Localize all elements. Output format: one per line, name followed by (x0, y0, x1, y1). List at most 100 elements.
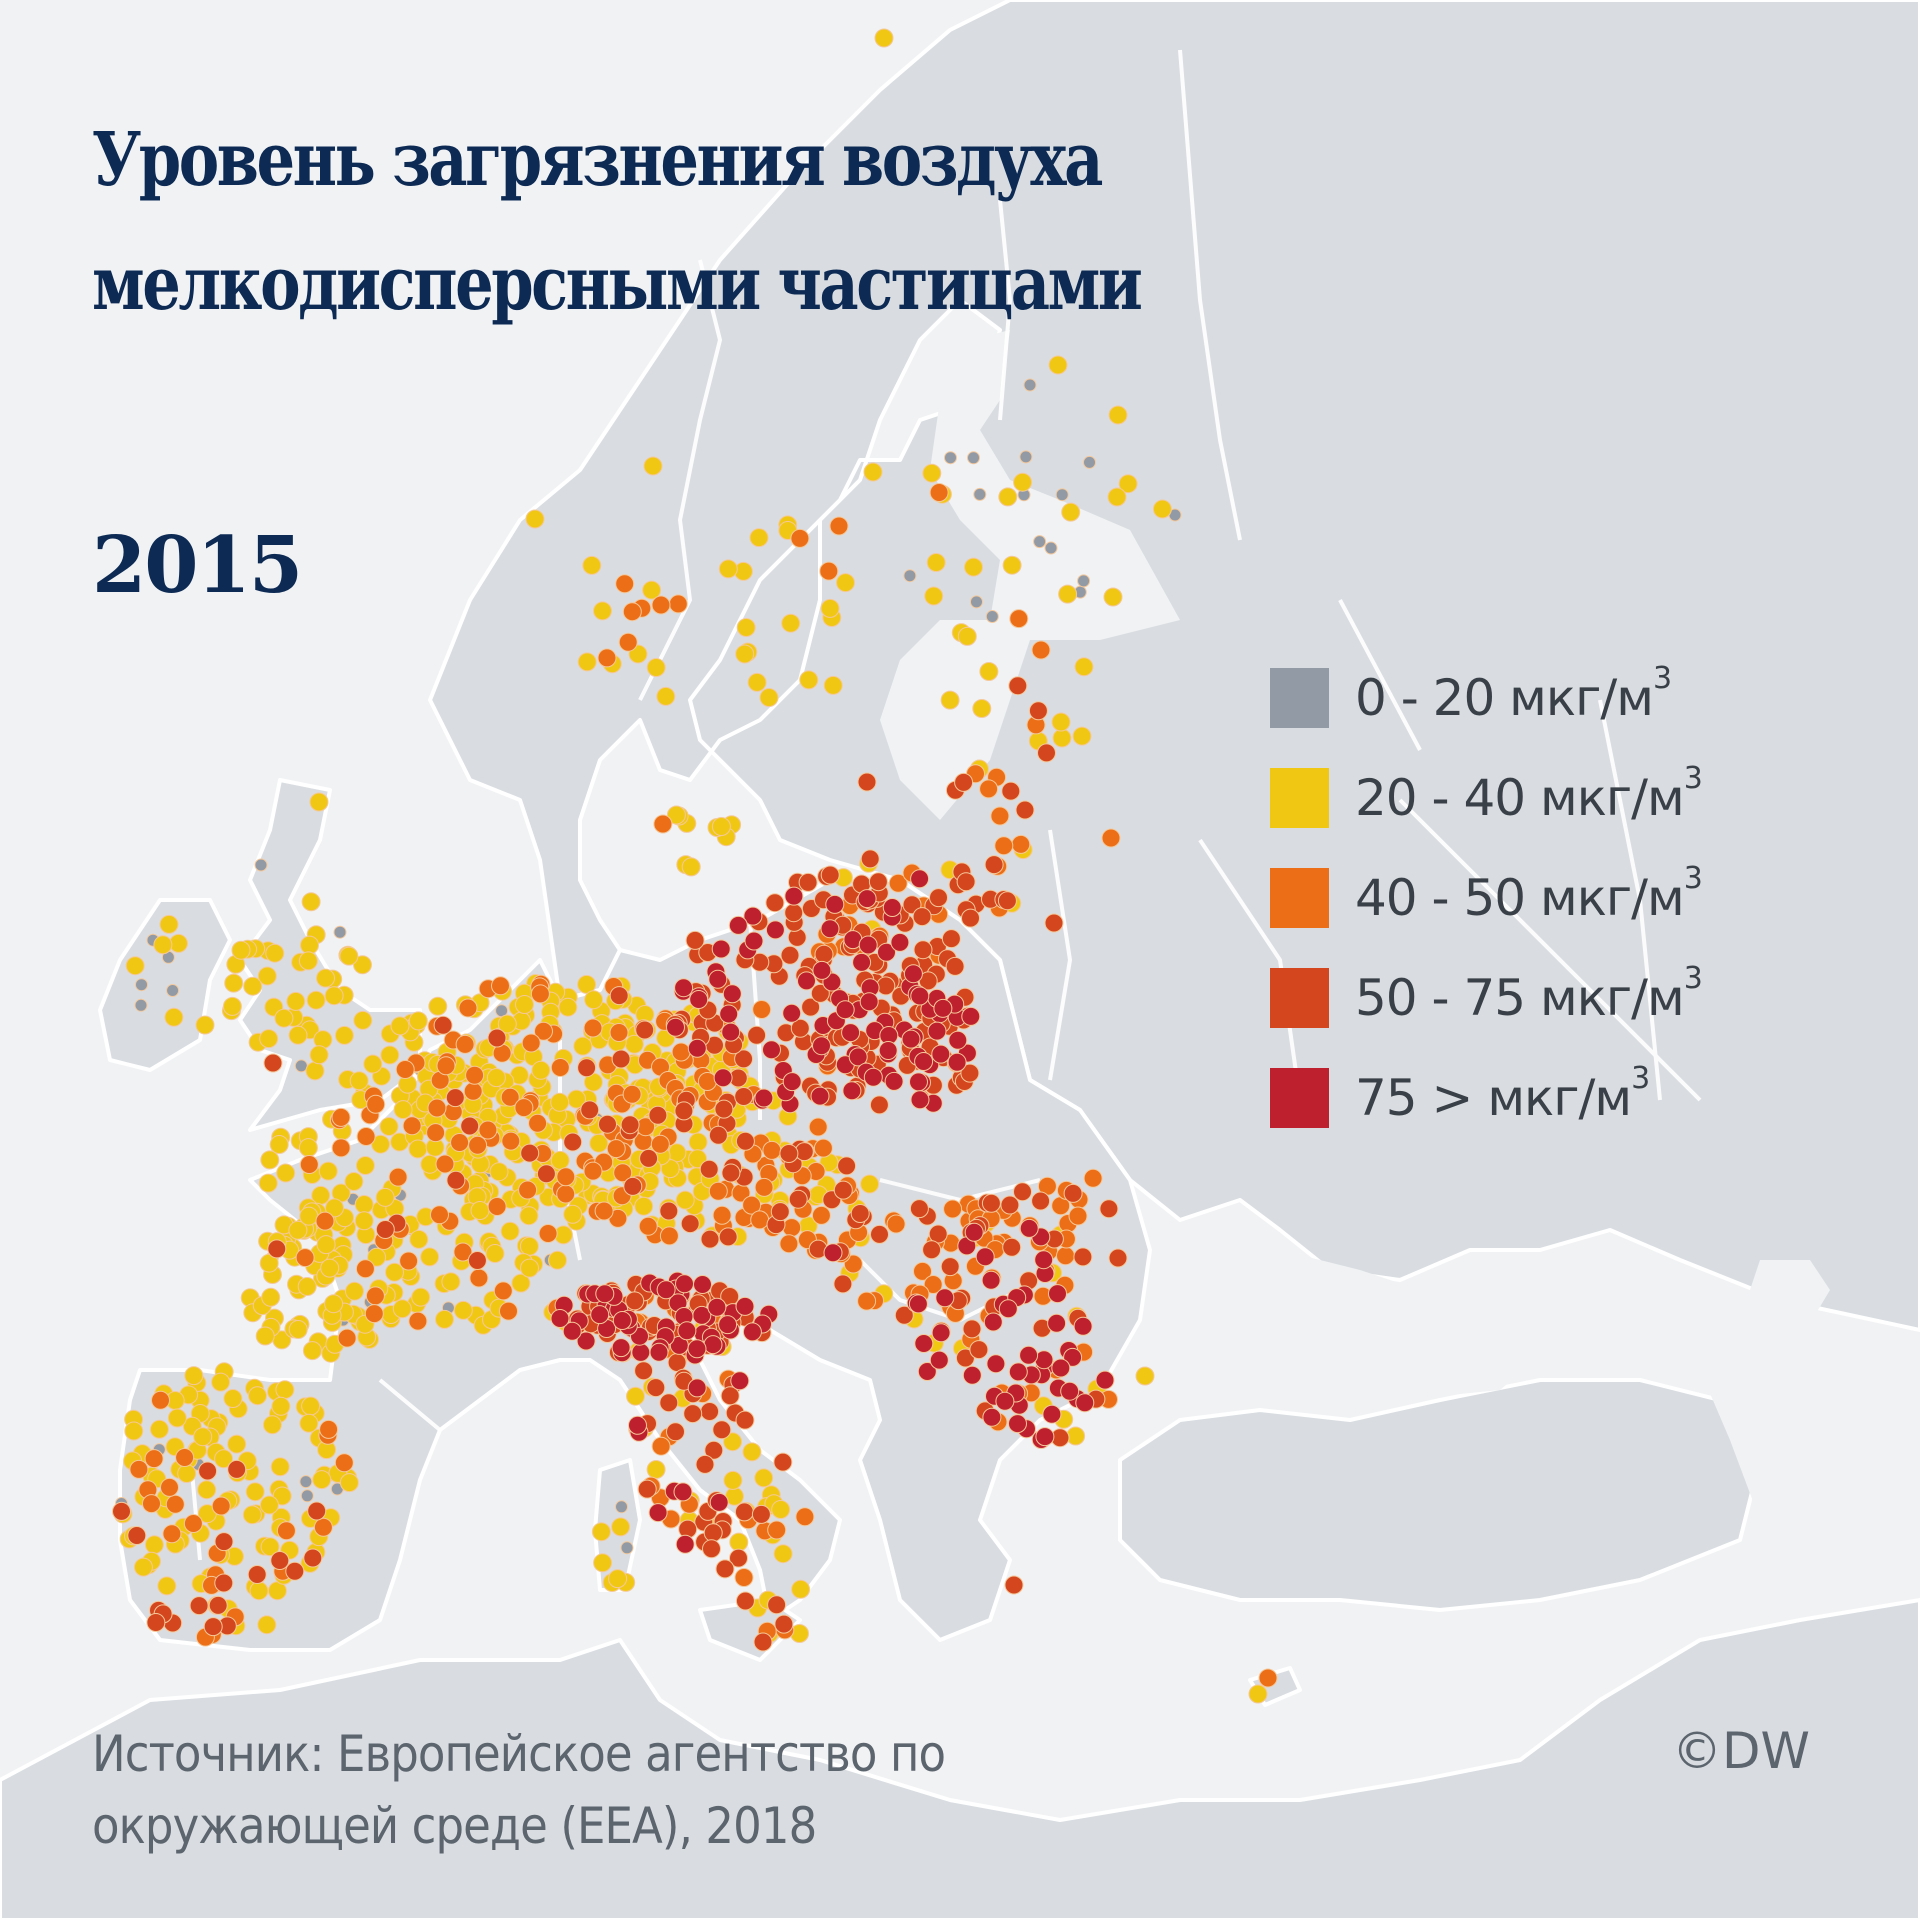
station-dot (943, 1199, 963, 1219)
station-dot (841, 1023, 861, 1043)
station-dot (704, 1440, 724, 1460)
station-dot (929, 1350, 949, 1370)
station-dot (299, 1413, 319, 1433)
station-dot (615, 1500, 628, 1514)
station-dot (367, 1247, 387, 1267)
station-dot (301, 1396, 321, 1416)
station-dot (356, 1127, 376, 1146)
station-dot (1060, 1381, 1080, 1401)
station-dot (245, 1482, 265, 1502)
station-dot (735, 1591, 755, 1611)
station-dot (782, 1003, 802, 1023)
station-dot (582, 555, 602, 575)
station-dot (390, 1016, 410, 1036)
station-dot (591, 1522, 611, 1542)
station-dot (659, 1393, 679, 1413)
station-dot (997, 891, 1017, 911)
station-dot (1008, 1414, 1027, 1434)
station-dot (870, 1224, 889, 1244)
station-dot (979, 779, 999, 799)
station-dot (863, 1067, 883, 1087)
station-dot (1008, 1362, 1028, 1382)
legend-label: 75 > мкг/м3 (1355, 1061, 1650, 1127)
station-dot (929, 888, 948, 908)
station-dot (709, 1492, 729, 1512)
station-dot (302, 1341, 322, 1361)
station-dot (385, 1262, 404, 1282)
station-dot (637, 1479, 657, 1499)
station-dot (623, 1176, 643, 1196)
station-dot (1031, 640, 1051, 660)
station-dot (345, 1281, 364, 1301)
station-dot (765, 920, 785, 940)
station-dot (255, 1326, 275, 1346)
station-dot (426, 1123, 446, 1143)
station-dot (715, 1559, 735, 1579)
station-dot (262, 1415, 282, 1435)
station-dot (295, 1248, 315, 1268)
station-dot (914, 1334, 934, 1353)
station-dot (1044, 541, 1058, 555)
station-dot (718, 559, 738, 579)
station-dot (620, 1541, 634, 1555)
station-dot (1108, 405, 1128, 425)
station-dot (146, 1613, 166, 1632)
station-dot (1015, 800, 1035, 820)
station-dot (711, 939, 731, 959)
station-dot (583, 1018, 603, 1038)
station-dot (1068, 1206, 1088, 1226)
station-dot (721, 1163, 741, 1183)
station-dot (728, 915, 748, 935)
station-dot (608, 1569, 628, 1589)
station-dot (811, 1205, 831, 1225)
station-dot (703, 1523, 723, 1543)
station-dot (165, 1494, 185, 1514)
legend-item-20-40: 20 - 40 мкг/м3 (1270, 748, 1703, 848)
station-dot (1108, 1248, 1128, 1268)
station-dot (1011, 834, 1031, 854)
station-dot (1052, 728, 1072, 748)
station-dot (649, 1342, 669, 1362)
station-dot (435, 1309, 454, 1329)
station-dot (975, 1247, 995, 1267)
station-dot (1033, 535, 1047, 549)
station-dot (994, 836, 1014, 856)
legend-swatch-gray (1270, 668, 1329, 728)
station-dot (265, 943, 285, 963)
station-dot (157, 1576, 177, 1596)
station-dot (1073, 1316, 1093, 1336)
station-dot (288, 1220, 308, 1240)
station-dot (598, 1114, 617, 1134)
station-dot (884, 1071, 904, 1091)
station-dot (788, 1189, 808, 1209)
station-dot (286, 991, 306, 1011)
land-anatolia (1118, 1378, 1762, 1612)
station-dot (713, 1068, 733, 1088)
station-dot (511, 1273, 531, 1293)
station-dot (857, 1291, 877, 1311)
station-dot (458, 998, 478, 1018)
station-dot (354, 1211, 374, 1231)
station-dot (469, 1268, 489, 1288)
station-dot (743, 906, 763, 926)
station-dot (435, 1154, 455, 1174)
station-dot (675, 1274, 694, 1294)
station-dot (214, 1449, 234, 1469)
station-dot (521, 1033, 541, 1053)
station-dot (269, 1135, 289, 1154)
station-dot (1019, 1218, 1039, 1238)
station-dot (790, 1018, 810, 1038)
station-dot (497, 1014, 517, 1034)
station-dot (276, 1521, 296, 1541)
station-dot (850, 1204, 870, 1223)
station-dot (668, 594, 688, 614)
station-dot (247, 1565, 267, 1584)
station-dot (501, 1131, 521, 1151)
station-dot (634, 1361, 654, 1381)
station-dot (659, 1226, 679, 1246)
station-dot (164, 1007, 184, 1027)
station-dot (550, 1092, 570, 1112)
station-dot (318, 1161, 338, 1181)
station-dot (836, 573, 855, 593)
station-dot (388, 1167, 408, 1187)
